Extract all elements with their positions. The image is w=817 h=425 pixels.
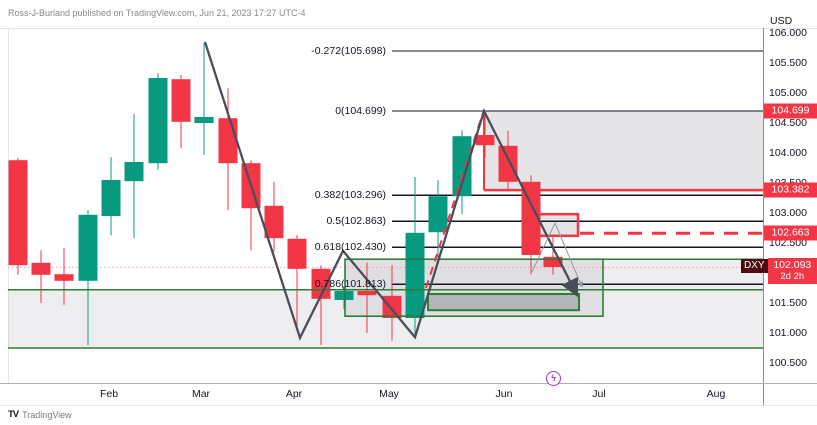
green-box-b-fill bbox=[428, 294, 579, 311]
price-tick-label: 104.500 bbox=[769, 117, 807, 129]
fib-level-label: 0(104.699) bbox=[335, 105, 386, 118]
tradingview-logo[interactable]: TV TradingView bbox=[8, 409, 72, 420]
symbol-badge: DXY bbox=[741, 259, 768, 274]
price-tick-label: 104.000 bbox=[769, 147, 807, 159]
price-axis-border bbox=[763, 28, 764, 405]
green-box-b-border bbox=[427, 293, 580, 312]
candle bbox=[521, 175, 541, 275]
bar-close-countdown: 2d 2h bbox=[780, 271, 805, 283]
candle bbox=[428, 180, 448, 258]
symbol-price-label: DXY 102.093 2d 2h bbox=[741, 258, 817, 285]
price-tick-label: 106.000 bbox=[769, 27, 807, 39]
zigzag-projection-line bbox=[203, 41, 579, 341]
price-tick-label: 100.500 bbox=[769, 357, 807, 369]
month-label: Aug bbox=[706, 388, 726, 400]
candle bbox=[101, 157, 121, 236]
price-tick-label: 103.000 bbox=[769, 207, 807, 219]
price-tick-label: 101.500 bbox=[769, 297, 807, 309]
month-label: May bbox=[379, 388, 399, 400]
candle bbox=[287, 235, 307, 330]
idea-marker-icon[interactable]: ϟ bbox=[546, 371, 561, 386]
fib-level-label: -0.272(105.698) bbox=[311, 45, 386, 58]
candle bbox=[264, 181, 284, 252]
candle bbox=[452, 130, 472, 215]
fib-level-label: 0.618(102.430) bbox=[314, 241, 386, 254]
month-label: Feb bbox=[99, 388, 119, 400]
green-box-a-border bbox=[344, 258, 604, 318]
candle bbox=[148, 73, 168, 170]
marked-price-label: 103.382 bbox=[764, 182, 817, 198]
candles-group bbox=[8, 43, 563, 345]
month-label: Apr bbox=[285, 388, 303, 400]
price-tick-label: 105.500 bbox=[769, 57, 807, 69]
candle bbox=[382, 265, 402, 341]
candle bbox=[31, 250, 51, 303]
candle bbox=[218, 88, 238, 210]
candle bbox=[405, 177, 425, 338]
candle bbox=[543, 237, 563, 275]
attribution-text: Ross-J-Burland published on TradingView.… bbox=[8, 8, 306, 18]
red-dashed-trendline bbox=[425, 112, 484, 289]
bottom-border bbox=[0, 405, 817, 406]
red-box-small-fill bbox=[538, 214, 578, 236]
candle bbox=[194, 43, 214, 155]
red-box-small-border bbox=[536, 212, 580, 238]
tradingview-logo-text: TradingView bbox=[22, 409, 72, 420]
month-label: Jul bbox=[592, 388, 606, 400]
symbol-price-box: 102.093 2d 2h bbox=[767, 258, 817, 285]
red-box-large-fill bbox=[484, 111, 763, 191]
candle bbox=[357, 262, 377, 333]
candle bbox=[171, 75, 191, 149]
candle bbox=[54, 247, 74, 305]
time-axis-border bbox=[0, 383, 817, 384]
candle bbox=[124, 114, 144, 239]
candle bbox=[8, 157, 28, 275]
currency-label: USD bbox=[770, 15, 793, 27]
symbol-last-price: 102.093 bbox=[773, 259, 812, 272]
marked-price-label: 102.663 bbox=[764, 225, 817, 241]
price-tick-label: 101.000 bbox=[769, 327, 807, 339]
fib-level-label: 0.382(103.296) bbox=[314, 189, 386, 202]
tradingview-logo-mark-icon: TV bbox=[8, 409, 19, 420]
marked-price-label: 104.699 bbox=[764, 103, 817, 119]
fib-level-label: 0.786(101.813) bbox=[314, 278, 386, 291]
price-tick-label: 105.000 bbox=[769, 87, 807, 99]
month-label: Jun bbox=[495, 388, 513, 400]
month-label: Mar bbox=[191, 388, 211, 400]
candle bbox=[311, 265, 331, 345]
thin-projection-line bbox=[531, 221, 583, 288]
plot-border-top bbox=[0, 28, 817, 29]
candle bbox=[78, 210, 98, 345]
fib-level-label: 0.5(102.863) bbox=[326, 215, 386, 228]
